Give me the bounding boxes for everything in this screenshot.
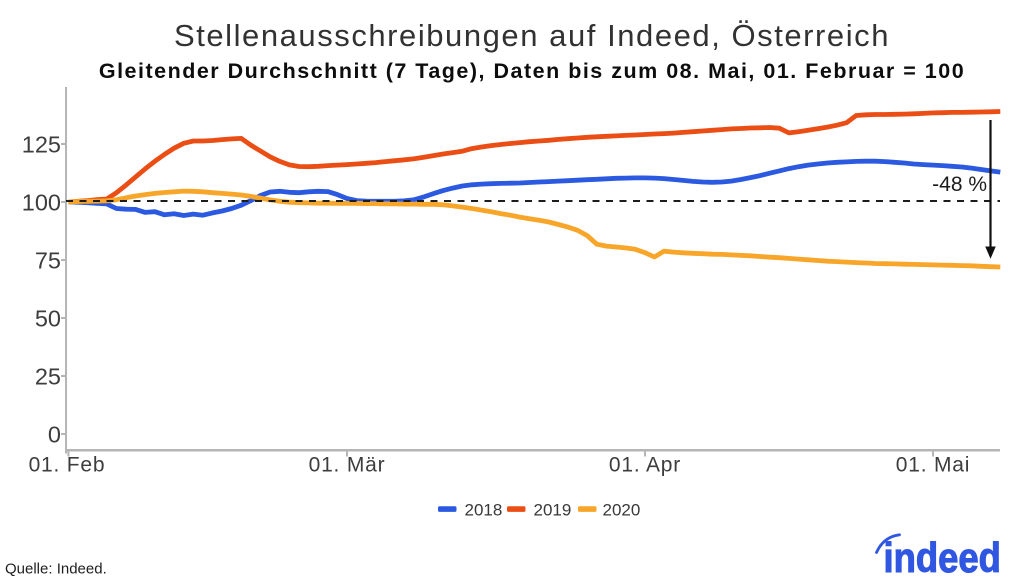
svg-text:01. Mär: 01. Mär — [309, 454, 386, 477]
svg-text:2019: 2019 — [534, 501, 572, 520]
svg-text:01. Feb: 01. Feb — [29, 454, 106, 477]
svg-text:125: 125 — [22, 132, 61, 158]
svg-text:0: 0 — [48, 422, 61, 448]
svg-text:2020: 2020 — [603, 501, 641, 520]
svg-text:Gleitender Durchschnitt (7 Tag: Gleitender Durchschnitt (7 Tage), Daten … — [99, 59, 965, 83]
svg-text:Quelle: Indeed.: Quelle: Indeed. — [5, 561, 107, 578]
svg-text:2018: 2018 — [465, 501, 503, 520]
svg-text:indeed: indeed — [884, 535, 1001, 582]
svg-text:01. Apr: 01. Apr — [609, 454, 681, 477]
svg-text:75: 75 — [35, 248, 61, 274]
svg-text:Stellenausschreibungen auf Ind: Stellenausschreibungen auf Indeed, Öster… — [174, 18, 890, 53]
svg-text:-48 %: -48 % — [932, 173, 987, 196]
svg-text:100: 100 — [22, 190, 61, 216]
svg-text:25: 25 — [35, 364, 61, 390]
svg-text:50: 50 — [35, 306, 61, 332]
svg-text:01. Mai: 01. Mai — [896, 454, 970, 477]
